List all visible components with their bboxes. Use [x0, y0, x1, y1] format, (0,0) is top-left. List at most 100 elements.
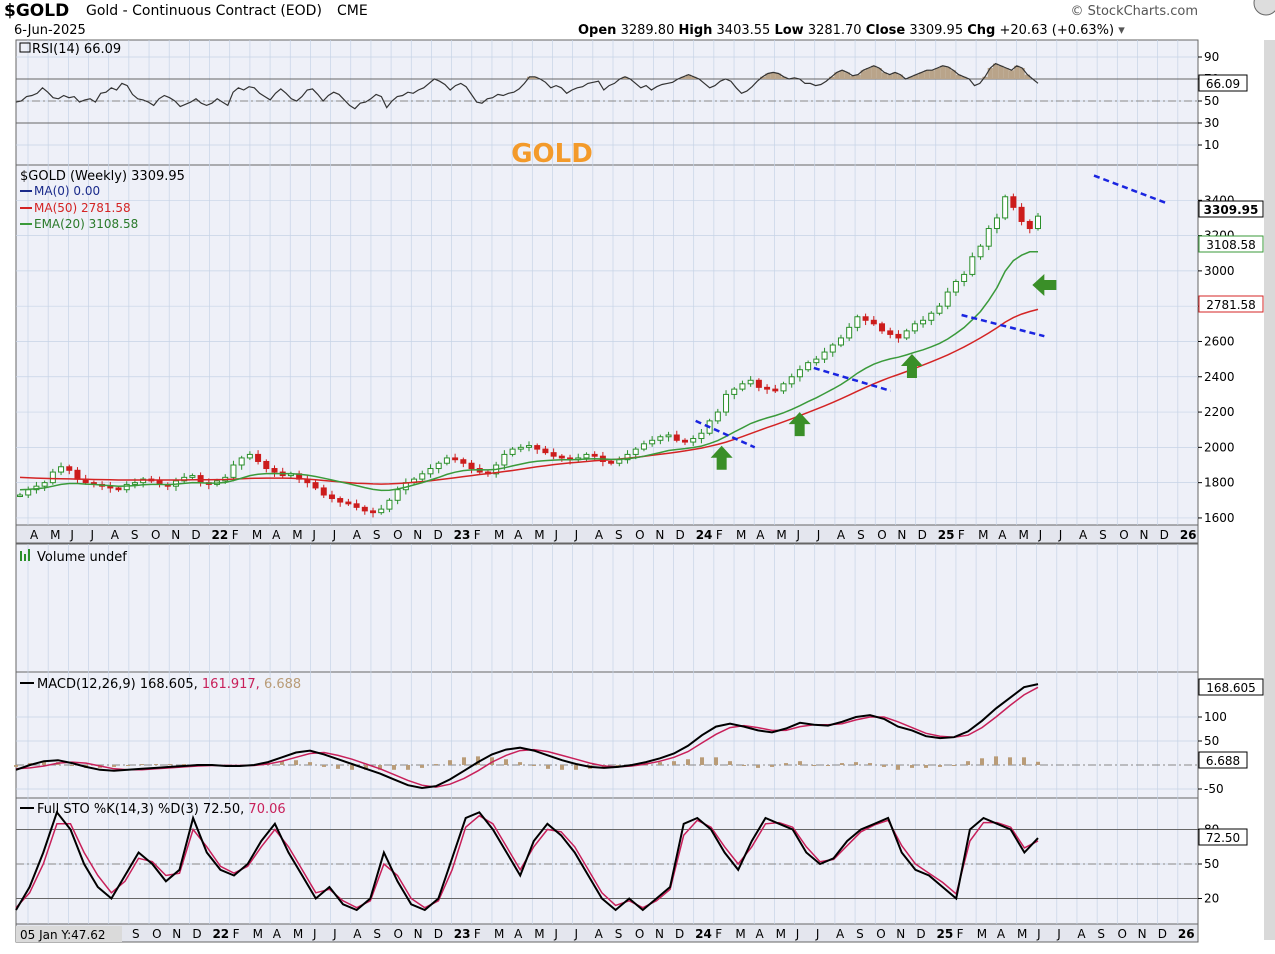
macd-hist-bar — [308, 762, 312, 765]
sto-d-text: 70.06 — [248, 802, 285, 817]
rsi-label: RSI(14) 66.09 — [32, 42, 121, 57]
x-axis-tick-label: A — [111, 528, 120, 542]
candle-body — [238, 457, 245, 466]
macd-hist-bar — [280, 761, 284, 765]
x-axis-tick-label: N — [896, 927, 905, 941]
macd-hist-bar — [126, 765, 130, 766]
x-axis-tick-label: O — [393, 528, 402, 542]
dashed-trendline — [813, 366, 892, 393]
x-axis-top-strip — [15, 524, 1199, 544]
candle-body — [131, 482, 138, 485]
x-axis-tick-label: O — [1119, 528, 1128, 542]
x-axis-tick-label: O — [876, 927, 885, 941]
candle-body — [17, 494, 23, 497]
axis-tick-label: 3000 — [1204, 264, 1235, 278]
candle-body — [427, 468, 434, 475]
x-axis-tick-label: D — [1158, 927, 1167, 941]
candle-body — [74, 469, 81, 480]
macd-hist-bar — [896, 765, 900, 770]
macd-hist-text: 6.688 — [264, 677, 301, 692]
x-axis-tick-label: O — [151, 528, 160, 542]
candle-body — [435, 462, 442, 470]
macd-hist-bar — [854, 762, 858, 765]
candle-body — [1010, 196, 1017, 208]
corner-button-icon[interactable] — [1253, 0, 1275, 16]
macd-hist-bar — [812, 765, 816, 766]
candle-body — [764, 386, 771, 390]
candle-body — [1002, 196, 1009, 219]
macd-hist-bar — [952, 765, 956, 766]
price-legend: $GOLD (Weekly) 3309.95 MA(0) 0.00 MA(50)… — [20, 169, 185, 231]
x-axis-tick-label: F — [474, 927, 481, 941]
axis-tick-label: -50 — [1204, 782, 1224, 796]
x-axis-tick-label: J — [1056, 927, 1061, 941]
candle-body — [640, 443, 647, 450]
candle-body — [189, 475, 196, 478]
candle-body — [608, 460, 615, 464]
x-axis-tick-label: S — [615, 528, 623, 542]
candle-body — [681, 439, 688, 443]
x-axis-tick-label: A — [998, 528, 1007, 542]
macd-hist-bar — [840, 763, 844, 765]
candle-body — [903, 330, 910, 339]
candle-body — [49, 471, 56, 484]
exchange: CME — [337, 3, 368, 19]
candle-body — [731, 388, 738, 395]
x-axis-tick-label: M — [1018, 528, 1028, 542]
candle-body — [624, 453, 631, 461]
x-axis-tick-label: 24 — [695, 927, 712, 941]
candle-body — [920, 319, 927, 325]
candle-body — [616, 459, 623, 464]
macd-hist-bar — [966, 761, 970, 765]
macd-label: MACD(12,26,9) 168.605, — [37, 677, 198, 692]
candle-body — [813, 358, 820, 364]
candle-body — [66, 466, 73, 471]
macd-hist-bar — [826, 765, 830, 766]
candle-body — [895, 333, 902, 339]
macd-hist-bar — [658, 762, 662, 765]
brand-logo[interactable]: © StockCharts.com — [1070, 4, 1198, 19]
macd-hist-bar — [980, 758, 984, 765]
rsi-axis: 9070503010 — [1198, 50, 1219, 152]
x-axis-tick-label: 25 — [937, 927, 954, 941]
candle-body — [230, 464, 237, 478]
macd-hist-bar — [616, 765, 620, 766]
right-scrollbar[interactable] — [1264, 40, 1275, 940]
x-axis-tick-label: F — [958, 528, 965, 542]
volume-panel — [15, 543, 1199, 673]
axis-tick-label: 2200 — [1204, 405, 1235, 419]
candle-body — [805, 362, 812, 371]
candle-body — [985, 228, 992, 247]
macd-hist-bar — [140, 764, 144, 766]
candle-body — [952, 280, 959, 293]
x-axis-tick-label: A — [30, 528, 39, 542]
close-tag: 3309.95 — [1204, 203, 1259, 217]
candle-body — [419, 473, 426, 480]
macd-hist-bar — [742, 765, 746, 766]
candle-body — [665, 434, 672, 438]
candle-body — [1018, 206, 1025, 222]
macd-hist-bar — [560, 765, 564, 770]
x-axis-tick-label: J — [332, 927, 337, 941]
sto-tag-box — [1198, 828, 1248, 846]
price-tags: 3309.95 3108.58 2781.58 — [1198, 200, 1264, 313]
candle-body — [714, 411, 721, 422]
candle-body — [780, 383, 787, 392]
chg-label: Chg — [967, 23, 995, 38]
x-axis-tick-label: J — [311, 528, 316, 542]
svg-text:MACD(12,26,9) 168.605, 161.917: MACD(12,26,9) 168.605, 161.917, 6.688 — [37, 677, 301, 692]
x-axis-tick-label: F — [957, 927, 964, 941]
x-axis-tick-label: J — [553, 528, 558, 542]
x-axis-tick-label: O — [1118, 927, 1127, 941]
x-axis-tick-label: O — [877, 528, 886, 542]
hist-tag: 6.688 — [1206, 754, 1240, 768]
sto-k-line — [15, 810, 1039, 912]
sto-label: Full STO %K(14,3) %D(3) 72.50, — [37, 802, 244, 817]
x-axis-tick-label: 26 — [1180, 528, 1197, 542]
candle-body — [755, 379, 762, 388]
candle-body — [788, 376, 795, 385]
ema-tag: 3108.58 — [1206, 238, 1256, 252]
x-axis-tick-label: A — [1079, 528, 1088, 542]
macd-hist-bar — [1036, 761, 1040, 765]
x-axis-tick-label: S — [373, 528, 381, 542]
